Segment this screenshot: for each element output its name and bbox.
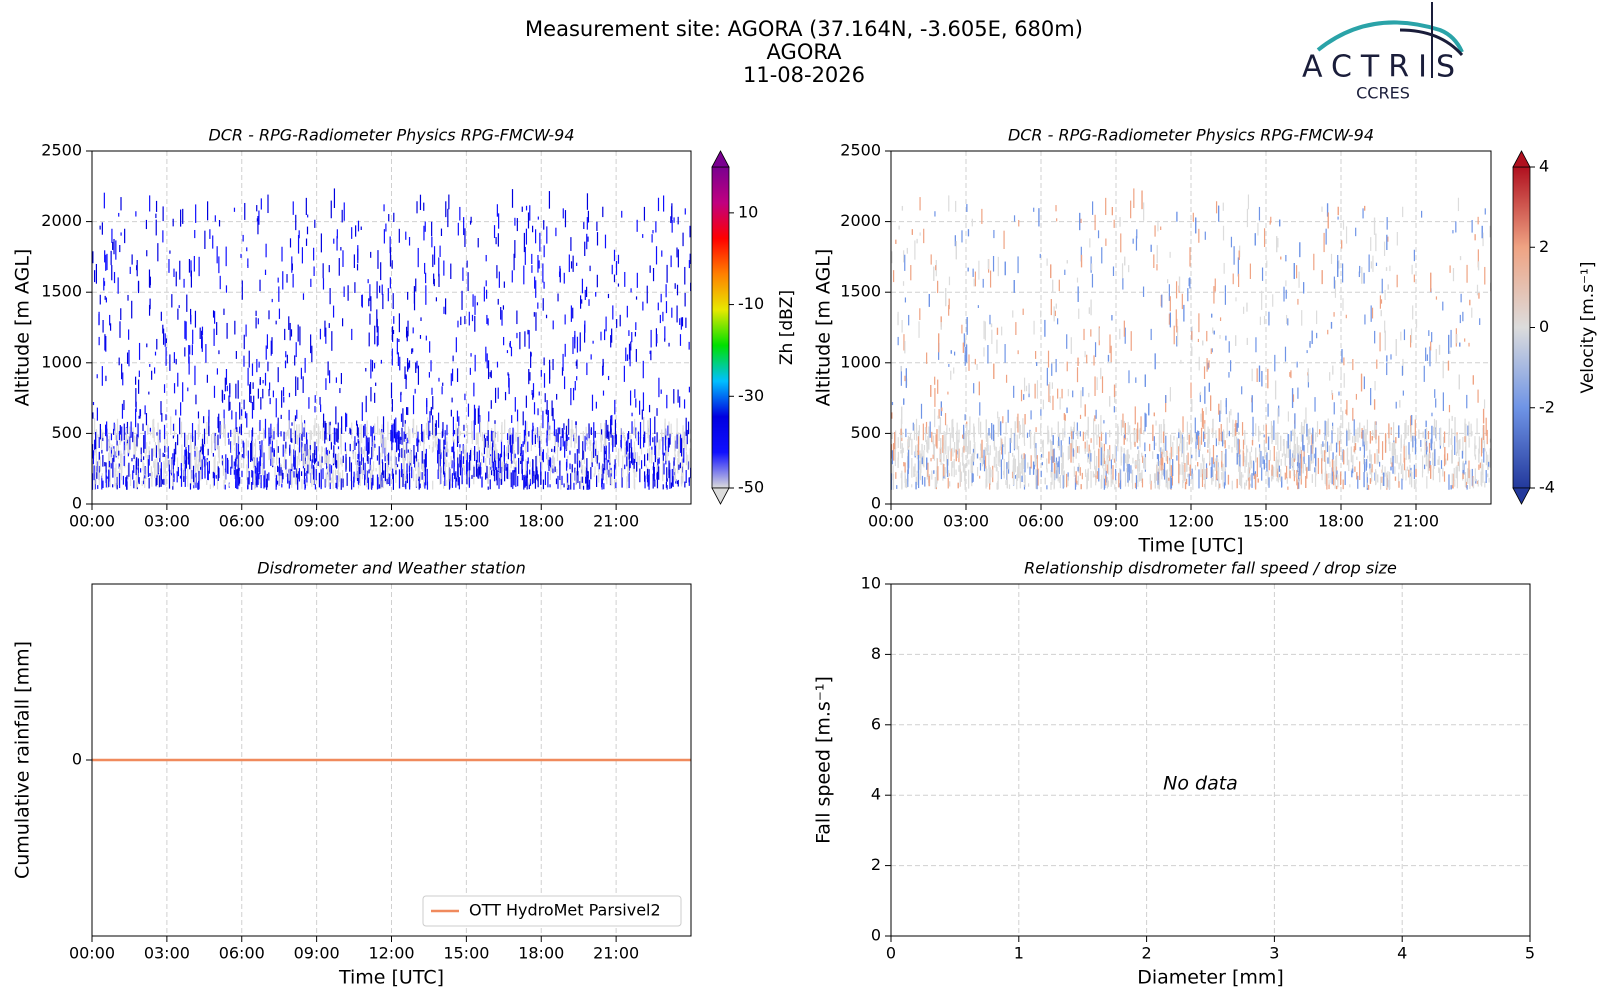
axes-frame <box>91 150 692 505</box>
y-tick-label: 0 <box>72 494 82 513</box>
panel-title: DCR - RPG-Radiometer Physics RPG-FMCW-94 <box>208 126 574 145</box>
x-tick-label: 00:00 <box>868 512 914 531</box>
colorbar-extend-max <box>711 150 730 168</box>
x-tick-label: 03:00 <box>144 512 190 531</box>
x-tick-label: 12:00 <box>1168 512 1214 531</box>
site-title: Measurement site: AGORA (37.164N, -3.605… <box>525 17 1083 41</box>
colorbar-tick-label: -30 <box>738 386 764 405</box>
colorbar-tick-label: -50 <box>738 478 764 497</box>
logo-arc <box>1316 20 1464 53</box>
echo-texture <box>891 188 1491 490</box>
echo-texture <box>92 188 691 490</box>
x-tick-label: 15:00 <box>1243 512 1289 531</box>
logo-arc-dark <box>1399 28 1464 56</box>
y-tick-label: 0 <box>871 494 881 513</box>
colorbar-tick-label: -10 <box>738 294 764 313</box>
y-tick-label: 2000 <box>840 211 881 230</box>
x-tick-label: 09:00 <box>294 512 340 531</box>
y-tick-label: 1000 <box>41 352 82 371</box>
y-tick-label: 2500 <box>41 141 82 160</box>
y-tick-label: 2500 <box>840 141 881 160</box>
colorbar-extend-min <box>711 487 730 505</box>
colorbar <box>711 166 730 489</box>
logo-subtitle: CCRES <box>1356 84 1410 103</box>
x-tick-label: 21:00 <box>593 512 639 531</box>
x-tick-label: 09:00 <box>1093 512 1139 531</box>
y-tick-label: 1500 <box>840 282 881 301</box>
logo: ACTRIS CCRES <box>1302 2 1464 103</box>
x-tick-label: 12:00 <box>368 512 414 531</box>
x-tick-label: 15:00 <box>443 512 489 531</box>
colorbar-tick-label: 10 <box>738 202 758 221</box>
logo-name: ACTRIS <box>1302 50 1464 85</box>
date: 11-08-2026 <box>743 63 865 87</box>
y-tick-label: 1000 <box>840 352 881 371</box>
colorbar-label: Zh [dBZ] <box>777 290 797 365</box>
x-tick-label: 21:00 <box>1393 512 1439 531</box>
x-tick-label: 18:00 <box>1318 512 1364 531</box>
x-tick-label: 06:00 <box>1018 512 1064 531</box>
x-tick-label: 03:00 <box>943 512 989 531</box>
y-tick-label: 2000 <box>41 211 82 230</box>
x-tick-label: 06:00 <box>219 512 265 531</box>
y-axis-label: Altitude [m AGL] <box>12 249 34 407</box>
y-tick-label: 1500 <box>41 282 82 301</box>
site-name: AGORA <box>767 40 843 64</box>
y-tick-label: 500 <box>51 423 82 442</box>
x-tick-label: 18:00 <box>518 512 564 531</box>
x-tick-label: 00:00 <box>69 512 115 531</box>
y-tick-label: 500 <box>850 423 881 442</box>
